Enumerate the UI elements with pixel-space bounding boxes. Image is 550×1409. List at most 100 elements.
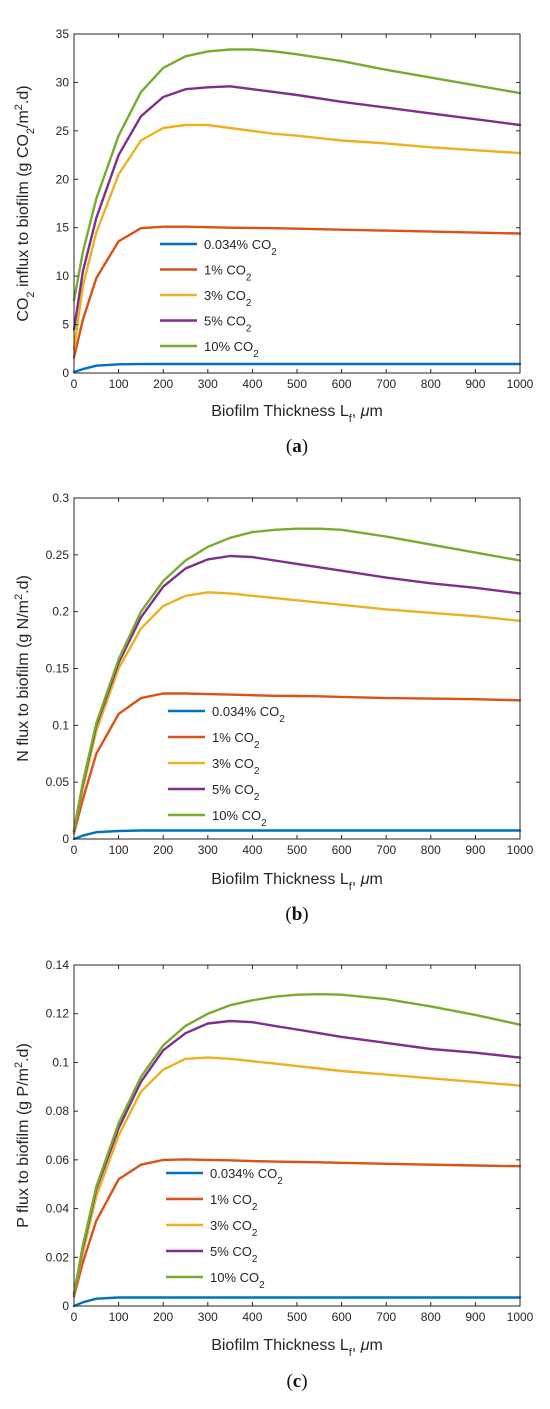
x-tick-label: 200: [153, 843, 173, 857]
x-tick-label: 1000: [507, 843, 534, 857]
chart-panel-3: 0 100 200 300 400 500 600 700 800 900 1000 0 0.02 0.0…: [13, 958, 534, 1392]
legend-label-2: 1% CO2: [212, 730, 260, 751]
series-line-2: [72, 1158, 522, 1298]
series-line-2: [72, 692, 522, 835]
y-tick-label: 0.06: [46, 1153, 70, 1167]
x-tick-label: 100: [109, 843, 129, 857]
x-tick-label: 700: [376, 377, 396, 391]
x-tick-label: 700: [376, 843, 396, 857]
y-tick-label: 15: [56, 221, 70, 235]
x-tick-label: 900: [465, 843, 485, 857]
legend-label-5: 10% CO2: [212, 808, 267, 829]
y-tick-label: 5: [62, 318, 69, 332]
x-tick-label: 800: [421, 843, 441, 857]
y-tick-label: 0.04: [46, 1202, 70, 1216]
legend-label-4: 5% CO2: [210, 1244, 258, 1265]
x-tick-label: 0: [71, 377, 78, 391]
series-line-5: [72, 993, 522, 1296]
series-line-1: [72, 362, 522, 374]
y-tick-label: 0.08: [46, 1104, 70, 1118]
series-line-1: [72, 1296, 522, 1308]
legend-label-3: 3% CO2: [204, 288, 252, 309]
chart-panel-2: 0 100 200 300 400 500 600 700 800 900 1000 0 0.05 0.1…: [13, 491, 534, 925]
series-lines: [72, 527, 522, 841]
y-axis-label: CO2 influx to biofilm (g CO2/m2.d): [13, 85, 37, 321]
legend: 0.034% CO2 1% CO2 3% CO2 5% CO2 10% CO2: [166, 1166, 283, 1291]
series-line-5: [72, 527, 522, 832]
legend-label-1: 0.034% CO2: [204, 237, 277, 258]
y-tick-label: 0.02: [46, 1250, 70, 1264]
legend-label-4: 5% CO2: [204, 314, 252, 335]
x-tick-label: 800: [421, 1310, 441, 1324]
y-tick-label: 35: [56, 27, 70, 41]
y-tick-label: 0.1: [52, 1055, 69, 1069]
series-line-4: [72, 1019, 522, 1296]
x-tick-label: 500: [287, 843, 307, 857]
x-tick-label: 0: [71, 1310, 78, 1324]
plot-frame: [73, 964, 521, 1307]
y-tick-label: 30: [56, 75, 70, 89]
x-tick-label: 400: [242, 1310, 262, 1324]
x-tick-label: 600: [332, 377, 352, 391]
x-tick-label: 800: [421, 377, 441, 391]
x-tick-label: 1000: [507, 1310, 534, 1324]
x-tick-label: 600: [332, 843, 352, 857]
x-tick-label: 400: [242, 843, 262, 857]
x-axis-label: Biofilm Thickness Lf, μm: [211, 403, 383, 425]
series-line-2: [72, 225, 522, 359]
series-lines: [72, 993, 522, 1308]
x-tick-label: 600: [332, 1310, 352, 1324]
legend-label-2: 1% CO2: [210, 1192, 258, 1213]
panel-caption: (c): [286, 1371, 307, 1392]
y-tick-label: 0.3: [52, 491, 69, 505]
y-tick-label: 0.14: [46, 958, 70, 972]
y-tick-label: 0.25: [46, 548, 70, 562]
x-tick-label: 900: [465, 1310, 485, 1324]
x-tick-label: 500: [287, 1310, 307, 1324]
series-line-5: [72, 48, 522, 302]
x-tick-label: 1000: [507, 377, 534, 391]
series-line-3: [72, 1056, 522, 1296]
plot-frame: [73, 33, 521, 374]
legend-label-2: 1% CO2: [204, 263, 252, 284]
y-tick-label: 0: [62, 1299, 69, 1313]
y-tick-label: 0: [62, 832, 69, 846]
legend: 0.034% CO2 1% CO2 3% CO2 5% CO2 10% CO2: [168, 704, 285, 829]
legend-label-4: 5% CO2: [212, 782, 260, 803]
legend: 0.034% CO2 1% CO2 3% CO2 5% CO2 10% CO2: [160, 237, 277, 360]
x-tick-label: 700: [376, 1310, 396, 1324]
x-axis-label: Biofilm Thickness Lf, μm: [211, 1337, 383, 1359]
series-lines: [72, 48, 522, 374]
y-tick-label: 0.12: [46, 1007, 70, 1021]
legend-label-3: 3% CO2: [212, 756, 260, 777]
x-tick-label: 0: [71, 843, 78, 857]
y-tick-label: 0: [62, 366, 69, 380]
panel-caption: (b): [285, 904, 308, 925]
legend-label-5: 10% CO2: [204, 339, 259, 360]
y-axis-label: P flux to biofilm (g P/m2.d): [13, 1043, 32, 1228]
x-tick-label: 500: [287, 377, 307, 391]
panel-caption: (a): [286, 436, 308, 457]
series-line-1: [72, 829, 522, 841]
y-tick-label: 20: [56, 172, 70, 186]
y-tick-label: 0.2: [52, 605, 69, 619]
y-axis-label: N flux to biofilm (g N/m2.d): [13, 575, 32, 762]
series-line-3: [72, 591, 522, 834]
x-tick-label: 900: [465, 377, 485, 391]
x-tick-label: 300: [198, 1310, 218, 1324]
y-tick-label: 0.15: [46, 662, 70, 676]
x-tick-label: 300: [198, 377, 218, 391]
chart-panel-1: 0 100 200 300 400 500 600 700 800 900 1000 0 5 10 15 20…: [13, 27, 534, 457]
x-tick-label: 200: [153, 377, 173, 391]
x-tick-label: 400: [242, 377, 262, 391]
legend-label-1: 0.034% CO2: [212, 704, 285, 725]
x-tick-label: 300: [198, 843, 218, 857]
x-axis-label: Biofilm Thickness Lf, μm: [211, 871, 383, 893]
y-tick-label: 25: [56, 124, 70, 138]
legend-label-5: 10% CO2: [210, 1270, 265, 1291]
y-tick-label: 0.05: [46, 775, 70, 789]
x-tick-label: 200: [153, 1310, 173, 1324]
legend-label-1: 0.034% CO2: [210, 1166, 283, 1187]
series-line-3: [72, 123, 522, 350]
